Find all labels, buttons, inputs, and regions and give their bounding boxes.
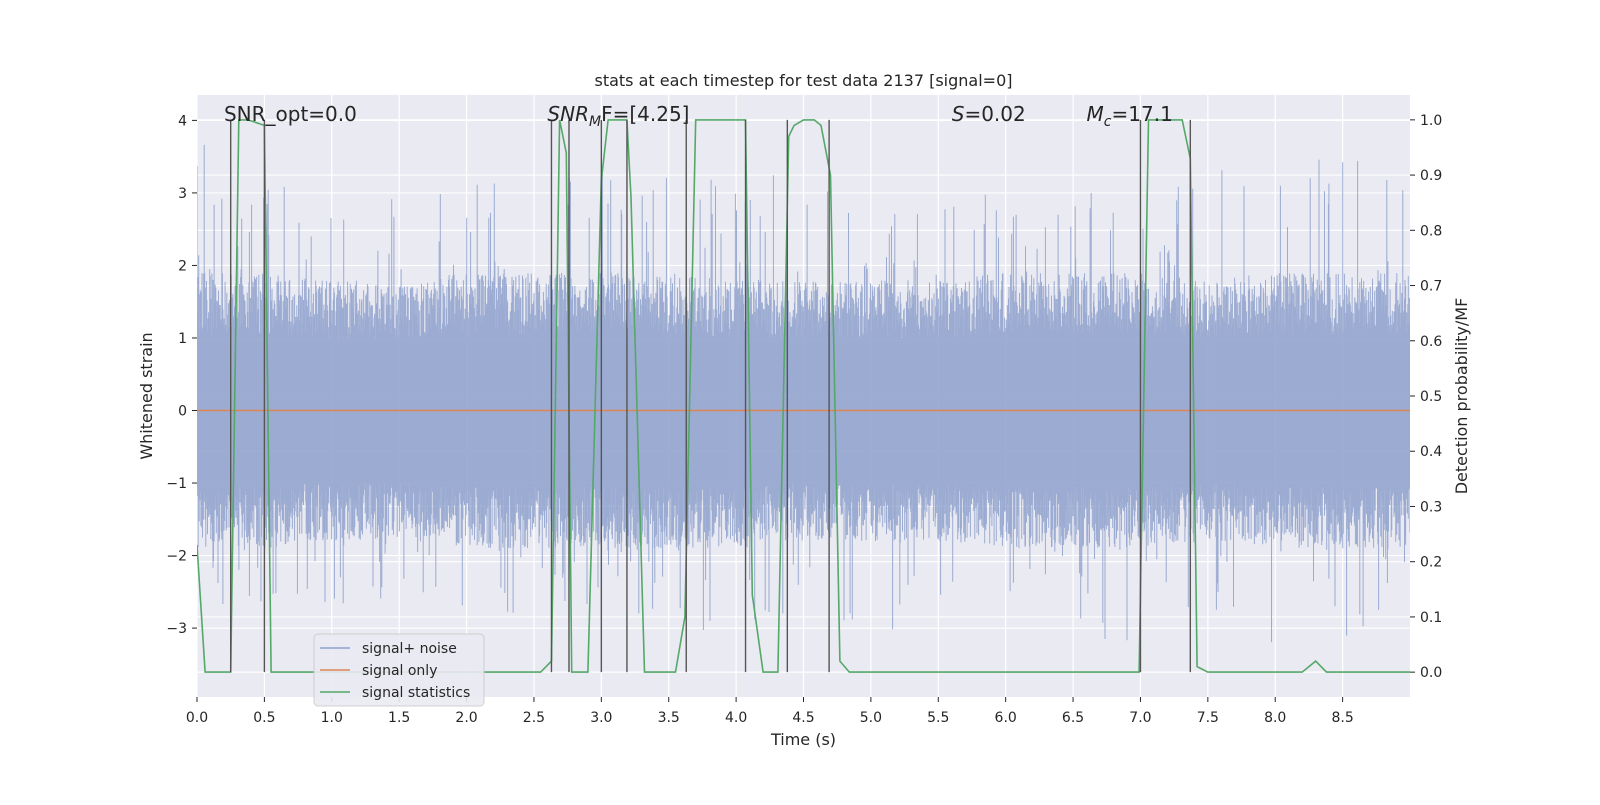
annotation-main: M: [1087, 102, 1104, 126]
y-axis-left: −3 −2 −1 0 1 2 3 4: [166, 113, 197, 637]
annotation: SNR_opt=0.0: [224, 102, 357, 126]
x-tick-label: 6.5: [1062, 710, 1084, 726]
y2-tick-label: 0.1: [1420, 610, 1442, 626]
chart-title: stats at each timestep for test data 213…: [594, 71, 1012, 90]
y2-tick-label: 0.6: [1420, 334, 1442, 350]
x-tick-label: 4.0: [725, 710, 747, 726]
y2-axis-title: Detection probability/MF: [1452, 298, 1471, 495]
x-tick-label: 6.0: [995, 710, 1017, 726]
vertical-markers: [229, 119, 1192, 673]
y2-tick-label: 0.4: [1420, 444, 1442, 460]
y-tick-label: 3: [178, 186, 187, 202]
y2-tick-label: 1.0: [1420, 113, 1442, 129]
x-axis: 0.0 0.5 1.0 1.5 2.0 2.5 3.0 3.5 4.0 4.5 5.0 5.5 6.0 6…: [186, 697, 1354, 726]
y-tick-label: 2: [178, 258, 187, 274]
annotations: SNR_opt=0.0 SNRMF=[4.25] S=0.02 Mc=17.1: [224, 102, 1173, 130]
annotation-sub: c: [1104, 114, 1112, 130]
annotation: SNRMF=[4.25]: [547, 102, 689, 130]
y-tick-label: 0: [178, 404, 187, 420]
y-tick-label: −2: [166, 549, 187, 565]
legend-label: signal+ noise: [362, 641, 457, 657]
y2-tick-label: 0.5: [1420, 389, 1442, 405]
annotation-post: =0.02: [964, 102, 1025, 126]
y-tick-label: 4: [178, 113, 187, 129]
legend-label: signal statistics: [362, 685, 470, 701]
y2-tick-label: 0.7: [1420, 279, 1442, 295]
legend: signal+ noise signal only signal statistic…: [313, 633, 485, 707]
x-tick-label: 1.5: [388, 710, 410, 726]
y2-tick-label: 0.0: [1420, 665, 1442, 681]
x-tick-label: 3.5: [658, 710, 680, 726]
legend-box: [313, 633, 485, 707]
annotation-main: SNR: [547, 102, 589, 126]
annotation-post: F=[4.25]: [601, 102, 689, 126]
x-axis-title: Time (s): [770, 730, 836, 749]
x-tick-label: 4.5: [792, 710, 814, 726]
x-tick-label: 2.5: [523, 710, 545, 726]
x-tick-label: 7.0: [1129, 710, 1151, 726]
x-tick-label: 0.0: [186, 710, 208, 726]
x-tick-label: 3.0: [590, 710, 612, 726]
x-tick-label: 1.0: [321, 710, 343, 726]
annotation-main: S: [952, 102, 965, 126]
x-tick-label: 7.5: [1197, 710, 1219, 726]
annotation-post: =17.1: [1112, 102, 1173, 126]
x-tick-label: 8.0: [1264, 710, 1286, 726]
annotation: S=0.02: [952, 102, 1026, 126]
legend-label: signal only: [362, 663, 437, 679]
y-axis-right: 0.0 0.1 0.2 0.3 0.4 0.5 0.6 0.7 0.8 0.9 1.0: [1410, 113, 1442, 681]
annotation-main: SNR_opt=0.0: [224, 102, 357, 126]
y-tick-label: 1: [178, 331, 187, 347]
x-tick-label: 5.0: [860, 710, 882, 726]
y2-tick-label: 0.3: [1420, 499, 1442, 515]
y-axis-title: Whitened strain: [137, 332, 156, 459]
annotation: Mc=17.1: [1087, 102, 1173, 130]
y2-tick-label: 0.9: [1420, 168, 1442, 184]
y-tick-label: −1: [166, 476, 187, 492]
annotation-sub: M: [589, 114, 601, 130]
y2-tick-label: 0.2: [1420, 555, 1442, 571]
x-tick-label: 0.5: [253, 710, 275, 726]
x-tick-label: 8.5: [1331, 710, 1353, 726]
x-tick-label: 5.5: [927, 710, 949, 726]
y-tick-label: −3: [166, 621, 187, 637]
y2-tick-label: 0.8: [1420, 223, 1442, 239]
x-tick-label: 2.0: [455, 710, 477, 726]
